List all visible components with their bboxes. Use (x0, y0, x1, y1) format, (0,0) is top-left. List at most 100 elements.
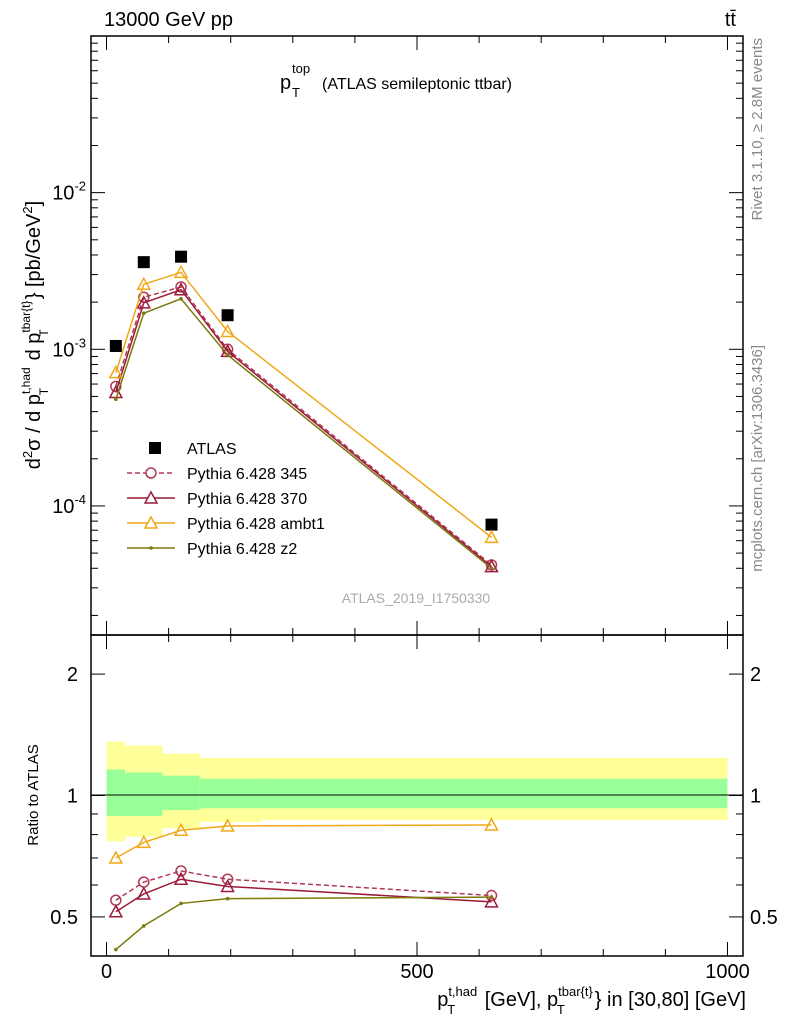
ratio-point (484, 894, 499, 908)
ratio-frame (90, 634, 744, 957)
data-point (485, 518, 498, 531)
ratio-point (485, 889, 498, 902)
main-ytick-label: 10-4 (52, 492, 86, 518)
data-point (108, 365, 124, 379)
energy-label: 13000 GeV pp (104, 9, 233, 31)
ratio-ylabel: Ratio to ATLAS (25, 744, 42, 845)
series-pythia-6-428-370 (108, 282, 499, 573)
ratio-point (489, 895, 494, 899)
ratio-point (484, 817, 499, 831)
legend-entry: Pythia 6.428 ambt1 (127, 515, 325, 533)
series-line (115, 288, 492, 568)
ratio-point (136, 834, 152, 849)
xtick-label: 1000 (705, 961, 750, 983)
stat-uncertainty-band (106, 769, 126, 816)
title-p: p (280, 72, 291, 94)
legend-label: Pythia 6.428 345 (187, 466, 307, 483)
legend-entry: Pythia 6.428 345 (127, 466, 307, 483)
analysis-watermark: ATLAS_2019_I1750330 (342, 590, 491, 606)
xtick-label: 500 (400, 961, 433, 983)
xaxis-label: pt,had T [GeV], ptbar{t} T} in [30,80] [Ge… (437, 984, 746, 1017)
main-ylabel: d2σ / d pt,had T d ptbar{t}T} [pb/GeV2] (19, 201, 51, 469)
data-point (484, 529, 499, 544)
main-panel: 10-4 10-3 10-2 (52, 35, 744, 636)
series-atlas (109, 250, 498, 531)
legend-entry: ATLAS (149, 441, 237, 458)
legend-marker (149, 546, 153, 550)
legend-marker (143, 515, 159, 529)
data-point (179, 297, 183, 301)
title-sup: top (292, 61, 310, 76)
title-rest: (ATLAS semileptonic ttbar) (322, 76, 512, 93)
ratio-point (108, 904, 124, 918)
ratio-point (173, 871, 189, 885)
ratio-pythia-6-428-z2 (114, 895, 494, 952)
data-point (136, 276, 152, 291)
ratio-panel: 0.5 0.5 1 1 2 2 0 500 1000 (50, 634, 778, 983)
legend-marker (143, 490, 159, 504)
title-sub: T (292, 85, 300, 100)
legend-marker (145, 467, 157, 479)
data-point (114, 397, 118, 402)
ratio-point (220, 818, 235, 832)
ratio-ytick-label-right: 1 (750, 786, 761, 808)
ratio-line (115, 870, 492, 901)
ratio-point (141, 924, 146, 928)
data-point (141, 311, 146, 315)
series-pythia-6-428-z2 (114, 297, 494, 571)
legend-entry: Pythia 6.428 370 (127, 490, 307, 508)
main-title: p top T (ATLAS semileptonic ttbar) (280, 61, 512, 100)
stat-uncertainty-band (261, 778, 728, 809)
ratio-pythia-6-428-370 (108, 871, 499, 918)
stat-uncertainty-band (125, 772, 163, 816)
ratio-point (179, 901, 183, 906)
data-point (136, 295, 152, 309)
data-point (109, 339, 122, 352)
series-line (115, 286, 492, 566)
legend-marker (149, 442, 161, 454)
data-point (175, 281, 187, 293)
legend-label: Pythia 6.428 z2 (187, 541, 297, 558)
main-ytick-label: 10-2 (52, 179, 86, 205)
legend-label: Pythia 6.428 ambt1 (187, 516, 325, 533)
legend-label: ATLAS (187, 441, 237, 458)
data-point (137, 256, 150, 269)
ratio-point (173, 822, 189, 837)
ratio-ytick-label-left: 0.5 (50, 907, 78, 929)
ratio-ytick-label-left: 2 (67, 664, 78, 686)
legend: ATLAS Pythia 6.428 345 Pythia 6.428 370 Pyt… (127, 441, 325, 558)
ratio-point (114, 947, 118, 952)
main-ylabel-text: d2σ / d pt,had T d ptbar{t}T} [pb/GeV2] (19, 201, 51, 469)
ratio-point (136, 886, 152, 900)
ratio-line (115, 896, 492, 951)
data-point (225, 353, 230, 357)
data-point (175, 250, 188, 263)
data-point (221, 309, 234, 322)
ratio-line (115, 824, 492, 859)
ratio-point (221, 873, 234, 885)
data-point (489, 566, 494, 571)
data-point (173, 264, 189, 279)
ratio-point (220, 878, 235, 893)
series-line (115, 271, 492, 538)
ratio-point (225, 896, 230, 901)
data-point (220, 323, 235, 338)
stat-uncertainty-band (162, 775, 200, 811)
ratio-point (175, 865, 187, 877)
xaxis-label-text: pt,had T [GeV], ptbar{t} T} in [30,80] [Ge… (437, 984, 746, 1017)
rivet-label: Rivet 3.1.10, ≥ 2.8M events (749, 38, 766, 221)
mcplots-label: mcplots.cern.ch [arXiv:1306.3436] (749, 345, 766, 572)
process-label: tt̄ (725, 9, 737, 31)
ratio-ytick-label-right: 2 (750, 664, 761, 686)
ratio-line (115, 878, 492, 913)
ratio-point (108, 850, 124, 864)
xtick-label: 0 (101, 961, 112, 983)
legend-label: Pythia 6.428 370 (187, 491, 307, 508)
stat-uncertainty-band (199, 778, 262, 809)
series-pythia-6-428-ambt1 (108, 264, 499, 544)
main-ytick-label: 10-3 (52, 335, 86, 361)
data-point (173, 282, 189, 296)
ratio-ytick-label-right: 0.5 (750, 907, 778, 929)
ratio-pythia-6-428-ambt1 (108, 817, 499, 864)
